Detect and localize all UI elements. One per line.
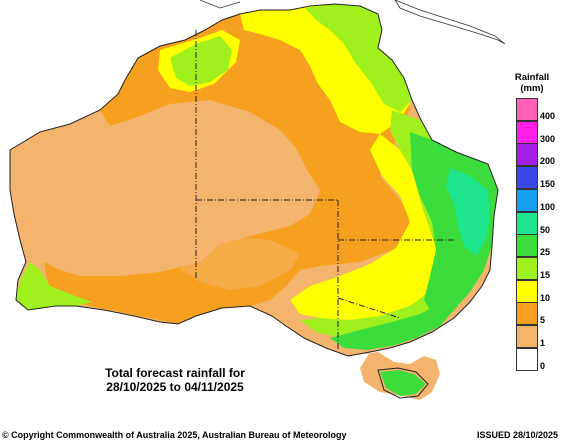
zone-1mm-central [24, 102, 304, 230]
legend-label: 100 [540, 201, 556, 212]
legend-swatch [516, 279, 538, 303]
zone-15mm-cape [305, 4, 412, 112]
legend-label: 5 [540, 315, 546, 326]
legend-swatch [516, 211, 538, 235]
legend-swatch [516, 325, 538, 348]
legend-swatch [516, 188, 538, 212]
caption-line-1: Total forecast rainfall for [105, 366, 245, 380]
legend-swatch [516, 234, 538, 258]
legend-swatch [516, 256, 538, 280]
legend-swatch [516, 98, 538, 121]
legend-label: 25 [540, 247, 551, 258]
legend-title-line-2: (mm) [520, 83, 544, 94]
legend-swatch [516, 347, 538, 371]
legend-label: 50 [540, 224, 551, 235]
legend-swatch [516, 166, 538, 190]
legend-label: 150 [540, 179, 556, 190]
zone-15mm-topend [170, 36, 232, 86]
legend-label: 0 [540, 360, 546, 371]
legend-swatch [516, 302, 538, 326]
zone-50mm-coast [446, 168, 490, 256]
legend-label: 400 [540, 111, 556, 121]
forecast-caption: Total forecast rainfall for 28/10/2025 t… [80, 366, 270, 394]
zone-1mm-south [180, 236, 300, 290]
legend-title-line-1: Rainfall [514, 72, 550, 83]
zone-10mm-east [290, 134, 440, 320]
legend-swatch [516, 143, 538, 167]
new-guinea-outline [394, 0, 506, 45]
state-borders [195, 30, 456, 350]
issued-date: ISSUED 28/10/2025 [476, 430, 558, 440]
legend-label: 200 [540, 156, 556, 167]
coastline-top-left [199, 0, 241, 9]
legend-swatch [516, 120, 538, 144]
zone-25mm-tasmania [380, 370, 426, 396]
legend-label: 10 [540, 292, 551, 303]
legend-label: 15 [540, 269, 551, 280]
caption-line-2: 28/10/2025 to 04/11/2025 [106, 380, 244, 394]
tasmania-coastline [377, 367, 429, 399]
legend-label: 1 [540, 338, 546, 348]
zone-25mm-southeast [330, 304, 454, 350]
australia-coastline [9, 3, 499, 357]
zone-25mm-east [410, 132, 498, 320]
zone-15mm-sw [16, 262, 92, 310]
copyright-text: © Copyright Commonwealth of Australia 20… [2, 430, 347, 440]
legend-title: Rainfall (mm) [508, 72, 556, 94]
legend-label: 300 [540, 133, 556, 144]
